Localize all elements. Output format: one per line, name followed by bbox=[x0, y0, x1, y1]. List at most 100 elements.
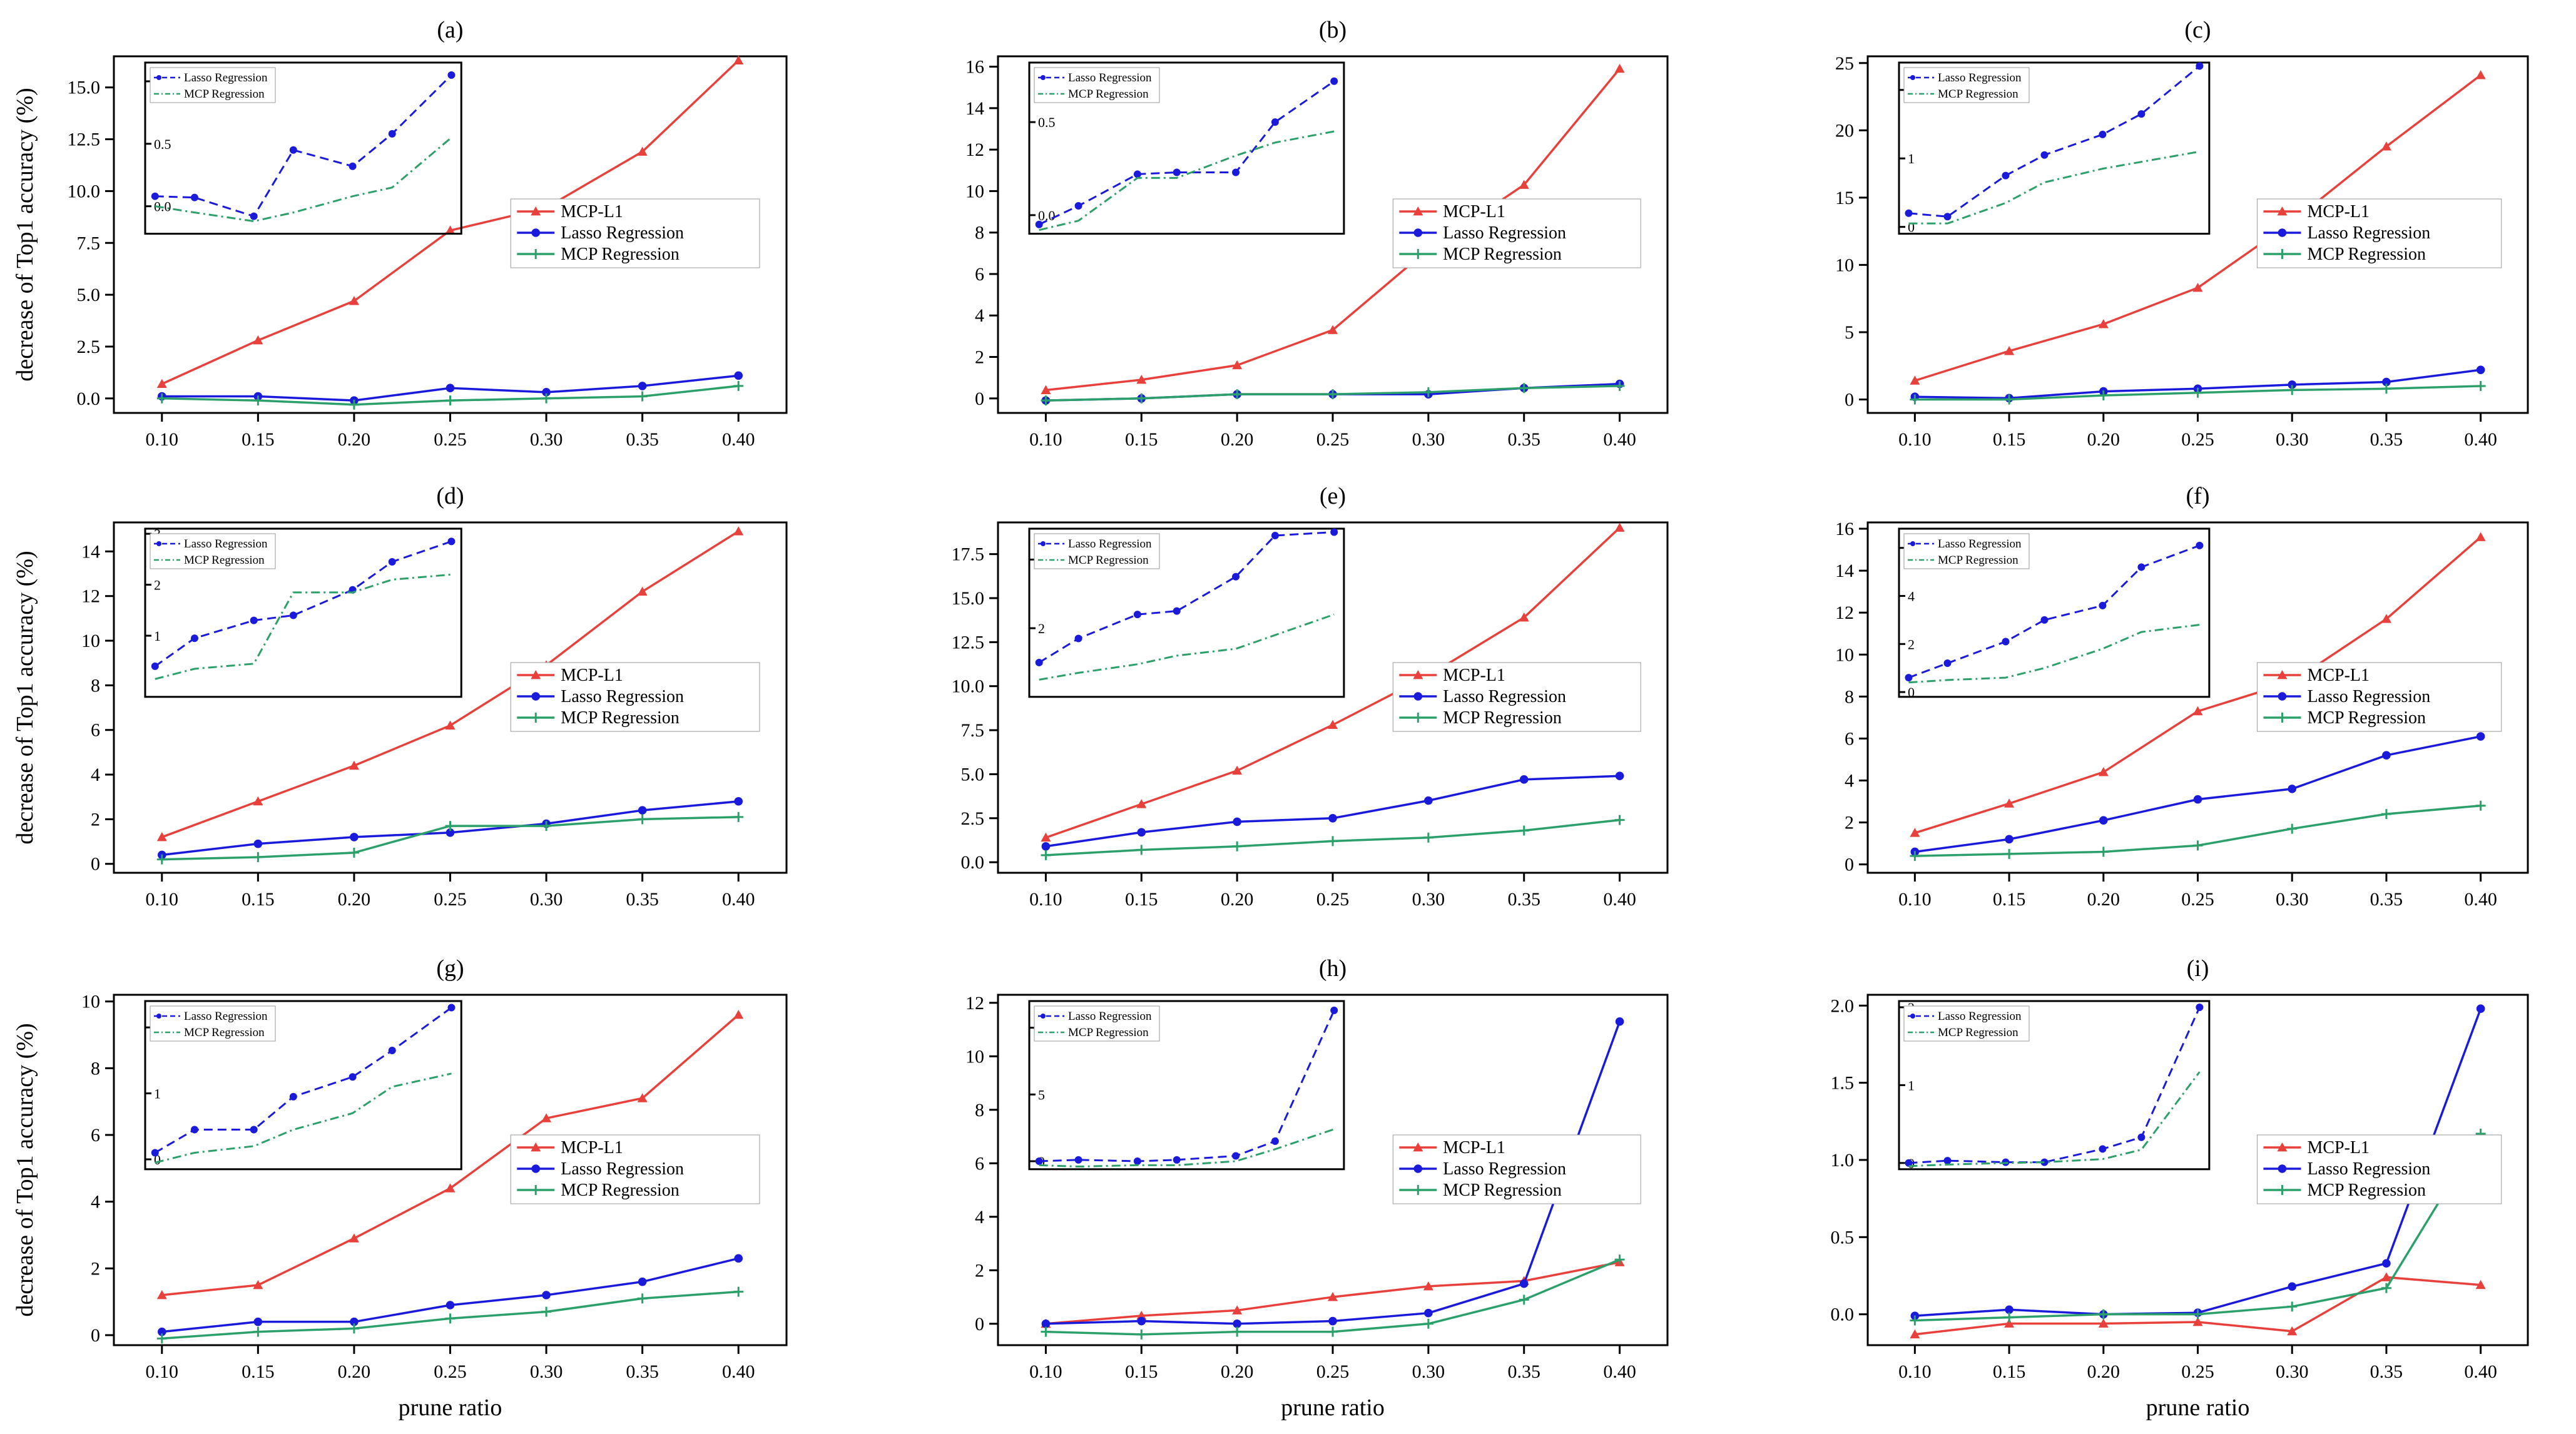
data-point-0 bbox=[2004, 346, 2015, 355]
inset-legend-label: MCP Regression bbox=[184, 88, 265, 101]
panel-a: (a) 0.10 0.15 0.20 0.25 0.30 0.35 0.40 0.0 2.5 5.0… bbox=[12, 17, 788, 450]
inset-data-point bbox=[1905, 209, 1913, 217]
inset-legend-label: MCP Regression bbox=[1068, 88, 1149, 101]
panel-title: (e) bbox=[1320, 483, 1346, 509]
panel-title: (c) bbox=[2184, 17, 2211, 43]
data-point-2 bbox=[1423, 832, 1433, 843]
inset-data-point bbox=[2196, 1003, 2204, 1011]
panel-g: (g)0.10 0.15 0.20 0.25 0.30 0.35 0.400246810de… bbox=[12, 955, 788, 1421]
data-point-1 bbox=[445, 1301, 455, 1309]
inset-frame bbox=[144, 61, 462, 235]
x-tick-label: 0.25 bbox=[2181, 889, 2214, 910]
legend-label: MCP-L1 bbox=[561, 666, 623, 685]
data-point-0 bbox=[1614, 522, 1625, 532]
data-point-1 bbox=[734, 797, 743, 806]
data-point-0 bbox=[1519, 180, 1529, 189]
data-point-2 bbox=[445, 395, 456, 406]
y-tick-label: 4 bbox=[91, 765, 100, 785]
inset-data-point bbox=[151, 662, 159, 670]
legend-marker-1 bbox=[531, 1164, 541, 1173]
legend-marker-0 bbox=[2277, 670, 2288, 679]
data-point-2 bbox=[156, 854, 167, 865]
inset-y-tick-label: 0 bbox=[154, 1152, 161, 1167]
data-point-1 bbox=[2005, 1305, 2013, 1314]
inset-series-line-1 bbox=[155, 1072, 452, 1164]
y-tick-label: 16 bbox=[1835, 519, 1854, 539]
data-point-1 bbox=[1424, 796, 1433, 805]
y-tick-label: 14 bbox=[1835, 561, 1854, 581]
data-point-1 bbox=[1041, 842, 1051, 851]
data-point-2 bbox=[2098, 390, 2109, 401]
x-tick-label: 0.15 bbox=[242, 429, 275, 450]
inset-data-point bbox=[1943, 659, 1952, 668]
x-axis-label: prune ratio bbox=[2146, 1395, 2250, 1421]
y-tick-label: 10 bbox=[1835, 255, 1854, 275]
data-point-1 bbox=[1424, 1308, 1433, 1318]
data-point-0 bbox=[2004, 1318, 2015, 1328]
inset-legend-label: Lasso Regression bbox=[184, 71, 268, 84]
x-tick-label: 0.40 bbox=[722, 1361, 755, 1382]
inset-y-tick-label: 0.5 bbox=[1038, 114, 1056, 130]
inset-legend-marker bbox=[1041, 541, 1046, 546]
data-point-1 bbox=[2288, 785, 2297, 793]
legend-marker-1 bbox=[2278, 228, 2287, 237]
data-point-1 bbox=[2099, 816, 2108, 825]
data-point-1 bbox=[253, 1317, 263, 1326]
panel-title: (b) bbox=[1319, 17, 1347, 43]
legend-marker-1 bbox=[1413, 1164, 1423, 1173]
data-point-0 bbox=[1232, 1305, 1243, 1314]
data-point-2 bbox=[253, 395, 263, 406]
legend-label: MCP Regression bbox=[2307, 708, 2426, 728]
data-point-0 bbox=[349, 1233, 359, 1243]
data-point-0 bbox=[156, 831, 167, 842]
panel-b: (b) 0.10 0.15 0.20 0.25 0.30 0.35 0.40 0 2 4 6 8 10 12… bbox=[965, 17, 1669, 450]
x-tick-label: 0.15 bbox=[1993, 429, 2026, 450]
x-tick-label: 0.20 bbox=[338, 1361, 371, 1382]
data-point-0 bbox=[445, 225, 456, 235]
inset-series-line-1 bbox=[1908, 624, 2200, 684]
legend-marker-0 bbox=[531, 1142, 541, 1152]
inset-data-point bbox=[1035, 220, 1043, 228]
inset-legend-marker bbox=[1041, 1014, 1046, 1019]
x-tick-label: 0.15 bbox=[242, 1361, 275, 1382]
data-point-0 bbox=[733, 526, 744, 536]
legend-marker-0 bbox=[1413, 206, 1423, 216]
data-point-0 bbox=[2192, 282, 2203, 292]
x-tick-label: 0.30 bbox=[2276, 889, 2309, 910]
data-point-1 bbox=[542, 388, 551, 397]
data-point-2 bbox=[541, 821, 552, 831]
legend-label: Lasso Regression bbox=[1443, 687, 1566, 706]
x-tick-label: 0.30 bbox=[530, 1361, 563, 1382]
inset-data-point bbox=[447, 537, 456, 546]
data-point-2 bbox=[1232, 1326, 1243, 1337]
data-point-1 bbox=[1519, 775, 1529, 784]
data-point-0 bbox=[1136, 1310, 1147, 1320]
y-tick-label: 7.5 bbox=[77, 233, 101, 253]
legend-marker-0 bbox=[2277, 1142, 2288, 1152]
legend-label: MCP-L1 bbox=[561, 1138, 623, 1157]
inset-y-tick-label: 1 bbox=[154, 1086, 161, 1102]
inset-data-point bbox=[2099, 130, 2107, 138]
inset-legend-box bbox=[150, 533, 276, 569]
y-tick-label: 0.0 bbox=[1831, 1304, 1855, 1325]
y-tick-label: 0.0 bbox=[961, 852, 985, 873]
x-tick-label: 0.30 bbox=[1412, 429, 1445, 450]
y-tick-label: 4 bbox=[1845, 770, 1854, 791]
data-point-0 bbox=[1910, 375, 1920, 385]
legend-marker-1 bbox=[531, 228, 541, 237]
inset-data-point bbox=[1943, 1157, 1952, 1165]
x-tick-label: 0.10 bbox=[1029, 429, 1062, 450]
x-tick-label: 0.20 bbox=[338, 889, 371, 910]
x-tick-label: 0.35 bbox=[626, 889, 659, 910]
inset-legend-box bbox=[1903, 1005, 2030, 1042]
inset-data-point bbox=[2196, 62, 2204, 70]
data-point-2 bbox=[445, 821, 456, 831]
y-tick-label: 6 bbox=[91, 720, 100, 741]
y-tick-label: 2.5 bbox=[77, 337, 101, 357]
legend-label: MCP Regression bbox=[2307, 245, 2426, 264]
inset-data-point bbox=[1232, 572, 1240, 581]
